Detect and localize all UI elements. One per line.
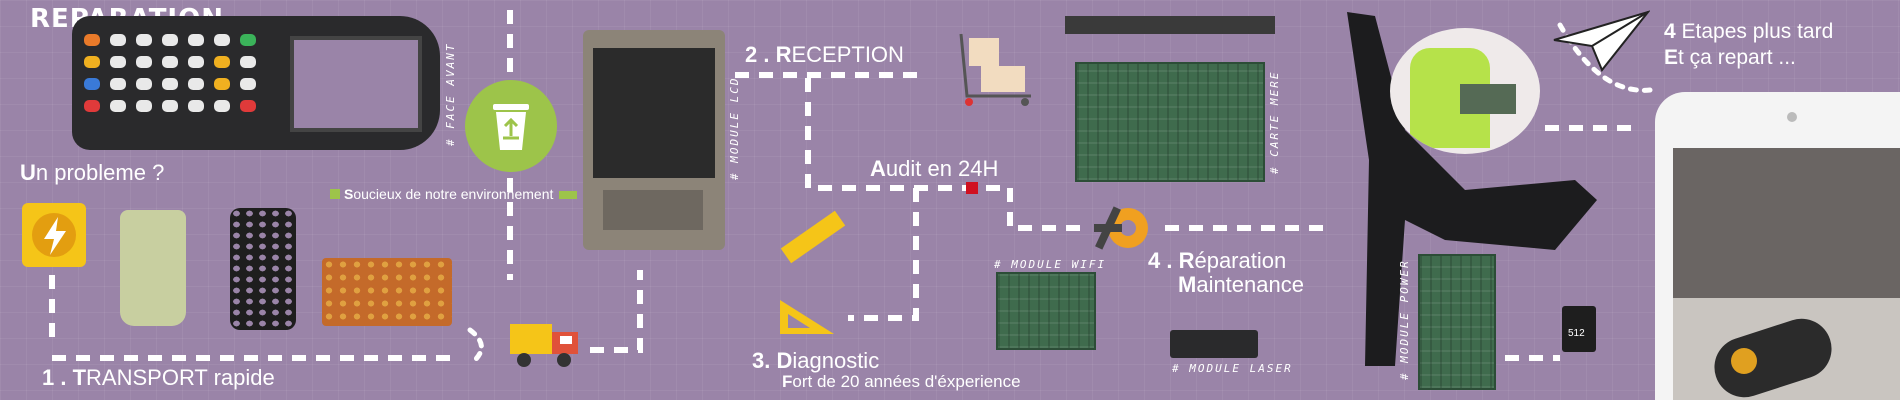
final-line-2: Et ça repart ...	[1664, 46, 1796, 69]
flex-circuit	[322, 258, 452, 326]
tag-module-wifi: # MODULE WIFI	[994, 258, 1107, 271]
motherboard-rail	[1065, 16, 1275, 34]
step-3-subtitle: Fort de 20 années d'éxperience	[782, 372, 1021, 391]
sd-card: 512	[1562, 306, 1596, 352]
tag-module-lcd: # MODULE LCD	[728, 76, 741, 180]
step-1-label: 1 . TRANSPORT rapide	[42, 365, 275, 390]
power-module	[1418, 254, 1496, 390]
gear-wrench-icon	[1092, 200, 1158, 256]
path-truck-right	[590, 270, 643, 353]
tablet-camera	[1787, 112, 1797, 122]
set-square-icon	[778, 298, 838, 338]
handheld-device-front	[72, 16, 440, 150]
worker-photo	[1390, 28, 1540, 154]
laser-module	[1170, 330, 1258, 358]
keypad-overlay-beige	[120, 210, 186, 326]
tag-face-avant: # FACE AVANT	[444, 42, 457, 146]
paper-plane-icon	[1552, 10, 1651, 72]
truck-icon	[510, 318, 582, 370]
tag-module-laser: # MODULE LASER	[1172, 362, 1293, 375]
path-squiggle	[467, 327, 484, 363]
step-4-label: 4 . Réparation	[1148, 248, 1287, 273]
path-to-gear	[1007, 188, 1085, 231]
tag-carte-mere: # CARTE MERE	[1268, 70, 1281, 174]
tablet-frame	[1655, 92, 1900, 400]
keypad	[84, 34, 274, 134]
step-3-label: 3. Diagnostic	[752, 348, 880, 373]
lcd-module	[583, 30, 725, 250]
lightning-icon	[22, 203, 86, 267]
motherboard	[1075, 62, 1265, 182]
step-2-label: 2 . RECEPTION	[745, 42, 904, 67]
eco-text: Soucieux de notre environnement	[330, 186, 578, 202]
screen-frame	[290, 36, 422, 132]
intro-question: Un probleme ?	[20, 160, 165, 185]
boxes-cart-icon	[955, 30, 1035, 108]
wifi-module	[996, 272, 1096, 350]
keypad-membrane-black	[230, 208, 296, 330]
tablet-photo	[1673, 148, 1900, 400]
path-diagnostic	[848, 188, 919, 321]
audit-marker	[966, 182, 978, 194]
final-line-1: 4 Etapes plus tard	[1664, 20, 1834, 43]
pistol-grip	[1335, 10, 1605, 370]
path-audit	[805, 78, 1000, 191]
tag-module-power: # MODULE POWER	[1398, 259, 1411, 380]
audit-label: Audit en 24H	[870, 156, 999, 181]
step-4-line2: Maintenance	[1178, 272, 1304, 297]
recycle-bin-icon	[465, 80, 557, 172]
